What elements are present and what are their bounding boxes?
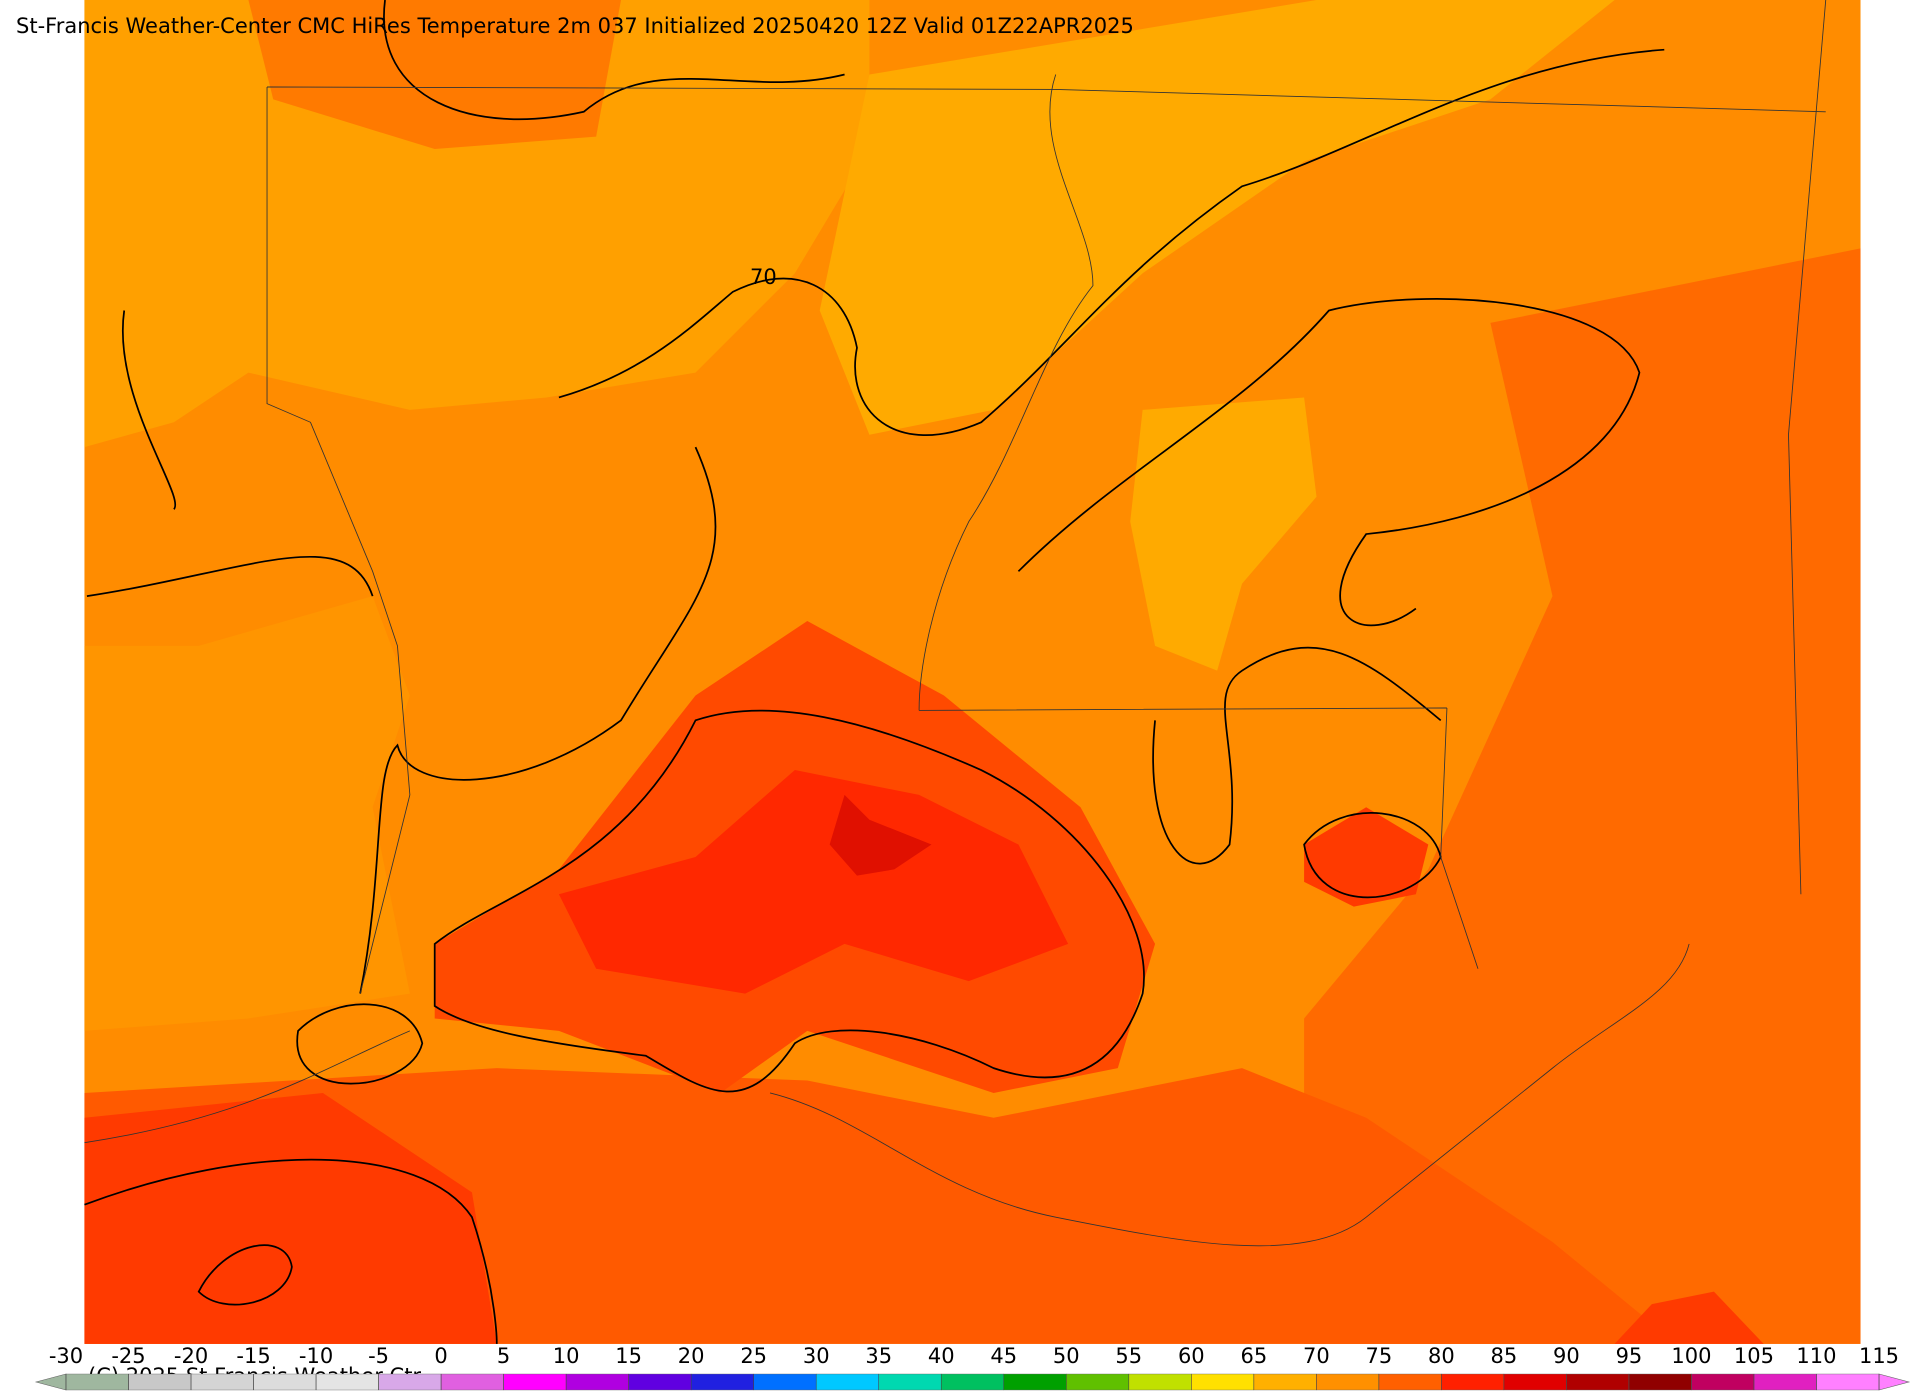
contour-label: 70 — [750, 265, 777, 289]
map-title: St-Francis Weather-Center CMC HiRes Temp… — [16, 14, 1134, 38]
colorbar-tick-label: 40 — [928, 1344, 955, 1368]
region-hot-spot — [1304, 807, 1429, 907]
colorbar-segment — [65, 1373, 129, 1391]
colorbar-segment — [878, 1373, 942, 1391]
colorbar-segment — [253, 1373, 317, 1391]
contour-line — [296, 1003, 424, 1085]
boundaries — [84, 0, 1827, 1247]
colorbar-segment — [1378, 1373, 1442, 1391]
colorbar-segment — [1503, 1373, 1567, 1391]
colorbar-segment — [941, 1373, 1004, 1391]
region-hot-spot — [1614, 1291, 1764, 1344]
colorbar-tick-label: 75 — [1365, 1344, 1392, 1368]
region-gulf — [84, 1092, 497, 1344]
contour-line — [84, 1158, 498, 1344]
colorbar-tick-label: 100 — [1671, 1344, 1711, 1368]
colorbar-segment — [440, 1373, 504, 1391]
colorbar-tick-label: 15 — [615, 1344, 642, 1368]
colorbar-tick-label: 105 — [1734, 1344, 1774, 1368]
colorbar-tick-label: -15 — [236, 1344, 270, 1368]
contour-line — [383, 0, 845, 121]
region-warm — [819, 0, 1615, 435]
colorbar-segment — [690, 1373, 754, 1391]
colorbar-segment — [1003, 1373, 1067, 1391]
contour-line — [359, 446, 717, 994]
map — [84, 0, 1861, 1344]
region-warm — [1130, 397, 1317, 671]
colorbar-segment — [1316, 1373, 1380, 1391]
colorbar-segment — [1253, 1373, 1317, 1391]
colorbar-tick-label: -20 — [174, 1344, 208, 1368]
colorbar-segment — [628, 1373, 692, 1391]
colorbar-segment — [1566, 1373, 1630, 1391]
region-hottest — [558, 770, 1069, 994]
colorbar-segment — [753, 1373, 817, 1391]
colorbar-tick-label: 85 — [1491, 1344, 1518, 1368]
colorbar-tick-label: 80 — [1428, 1344, 1455, 1368]
colorbar-segment — [378, 1373, 442, 1391]
colorbar-segment — [190, 1373, 254, 1391]
colorbar-tick-label: 115 — [1859, 1344, 1899, 1368]
colorbar-end — [34, 1373, 67, 1391]
colorbar-segment — [503, 1373, 567, 1391]
colorbar-segment — [1816, 1373, 1880, 1391]
region-peak — [829, 794, 932, 876]
colorbar-segment — [128, 1373, 192, 1391]
colorbar-end — [1878, 1373, 1911, 1391]
colorbar-segment — [1691, 1373, 1755, 1391]
colorbar-segment — [1628, 1373, 1692, 1391]
colorbar-tick-label: 60 — [1178, 1344, 1205, 1368]
colorbar-tick-label: -10 — [299, 1344, 333, 1368]
coastline — [84, 943, 1690, 1247]
contour-line — [1152, 646, 1442, 865]
colorbar-tick-label: 30 — [803, 1344, 830, 1368]
colorbar-tick-label: 5 — [497, 1344, 510, 1368]
colorbar-segment — [1066, 1373, 1129, 1391]
colorbar-tick-label: 25 — [740, 1344, 767, 1368]
colorbar-segment — [816, 1373, 879, 1391]
region-warm — [84, 0, 870, 448]
colorbar-tick-label: -25 — [111, 1344, 145, 1368]
contour-line — [558, 48, 1665, 436]
contours — [84, 0, 1665, 1344]
colorbar-tick-label: 110 — [1796, 1344, 1836, 1368]
contour-line — [86, 310, 374, 598]
colorbar-tick-label: 35 — [865, 1344, 892, 1368]
colorbar-segment — [1128, 1373, 1192, 1391]
region-hot — [1304, 248, 1861, 1344]
colorbar-tick-label: 45 — [990, 1344, 1017, 1368]
colorbar-segment — [315, 1373, 379, 1391]
colorbar-tick-label: 65 — [1240, 1344, 1267, 1368]
colorbar: -30 -25 -20 -15 -10 -5 0 5 10 15 20 25 30 35 40 45 50 55 6… — [34, 1344, 1911, 1391]
river — [918, 74, 1094, 711]
colorbar-tick-label: 90 — [1553, 1344, 1580, 1368]
colorbar-tick-label: -5 — [368, 1344, 389, 1368]
colorbar-tick-label: 50 — [1053, 1344, 1080, 1368]
region-warm — [84, 596, 410, 1031]
colorbar-tick-label: 10 — [553, 1344, 580, 1368]
colorbar-segment — [1441, 1373, 1505, 1391]
colorbar-segment — [1753, 1373, 1817, 1391]
colorbar-tick-label: 0 — [434, 1344, 447, 1368]
contour-line — [433, 709, 1145, 1093]
colorbar-tick-label: 70 — [1303, 1344, 1330, 1368]
colorbar-tick-label: 95 — [1616, 1344, 1643, 1368]
region-warmer — [248, 0, 621, 150]
colorbar-segment — [565, 1373, 629, 1391]
state-border — [266, 0, 1827, 994]
colorbar-tick-label: -30 — [49, 1344, 83, 1368]
contour-line — [1017, 298, 1641, 627]
contour-line — [197, 1244, 293, 1306]
colorbar-segment — [1191, 1373, 1255, 1391]
colorbar-tick-label: 55 — [1115, 1344, 1142, 1368]
colorbar-tick-label: 20 — [678, 1344, 705, 1368]
